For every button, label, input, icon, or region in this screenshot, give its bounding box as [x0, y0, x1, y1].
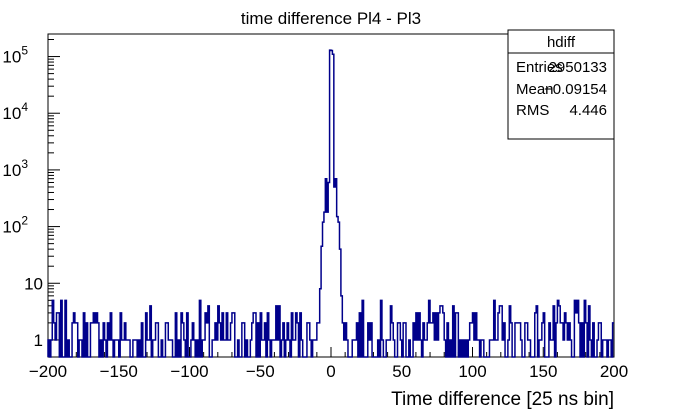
stats-rms-value: 4.446: [569, 102, 607, 119]
x-tick-label: −200: [29, 362, 67, 381]
chart-title: time difference Pl4 - Pl3: [241, 9, 421, 28]
x-tick-label: 0: [326, 362, 335, 381]
stats-box-frame: [507, 29, 615, 140]
stats-box-name: hdiff: [547, 34, 576, 51]
y-tick-base: 1: [34, 331, 43, 350]
stats-entries-value: 2950133: [549, 59, 607, 76]
stats-box: hdiff Entries 2950133 Mean −0.09154 RMS …: [507, 29, 615, 140]
x-tick-label: −50: [246, 362, 275, 381]
y-tick-base: 10: [2, 161, 21, 180]
x-tick-label: −100: [170, 362, 208, 381]
y-tick-exponent: 4: [21, 100, 28, 114]
y-tick-label: 104: [2, 100, 28, 123]
y-tick-base: 10: [24, 274, 43, 293]
y-tick-label: 1: [34, 331, 43, 350]
x-tick-label: 200: [600, 362, 628, 381]
x-tick-label: 100: [458, 362, 486, 381]
y-tick-label: 105: [2, 44, 28, 67]
x-tick-label: 150: [529, 362, 557, 381]
y-tick-exponent: 5: [21, 44, 28, 58]
histogram: [47, 49, 614, 358]
y-tick-base: 10: [2, 104, 21, 123]
x-tick-label: −150: [100, 362, 138, 381]
x-tick-label: 50: [392, 362, 411, 381]
histogram-series-line: [47, 49, 614, 358]
stats-mean-value: −0.09154: [544, 81, 607, 98]
stats-rms-label: RMS: [516, 102, 549, 119]
y-tick-label: 10: [24, 274, 43, 293]
x-axis-label: Time difference [25 ns bin]: [391, 389, 614, 410]
y-tick-base: 10: [2, 218, 21, 237]
y-tick-base: 10: [2, 48, 21, 67]
stats-mean-label: Mean: [516, 81, 554, 98]
y-tick-label: 102: [2, 214, 28, 237]
x-axis: −200 −150 −100 −50 0 50 100 150 200: [29, 347, 628, 381]
stats-entries-label: Entries: [516, 59, 563, 76]
y-tick-label: 103: [2, 157, 28, 180]
y-tick-exponent: 2: [21, 214, 28, 228]
y-tick-exponent: 3: [21, 157, 28, 171]
